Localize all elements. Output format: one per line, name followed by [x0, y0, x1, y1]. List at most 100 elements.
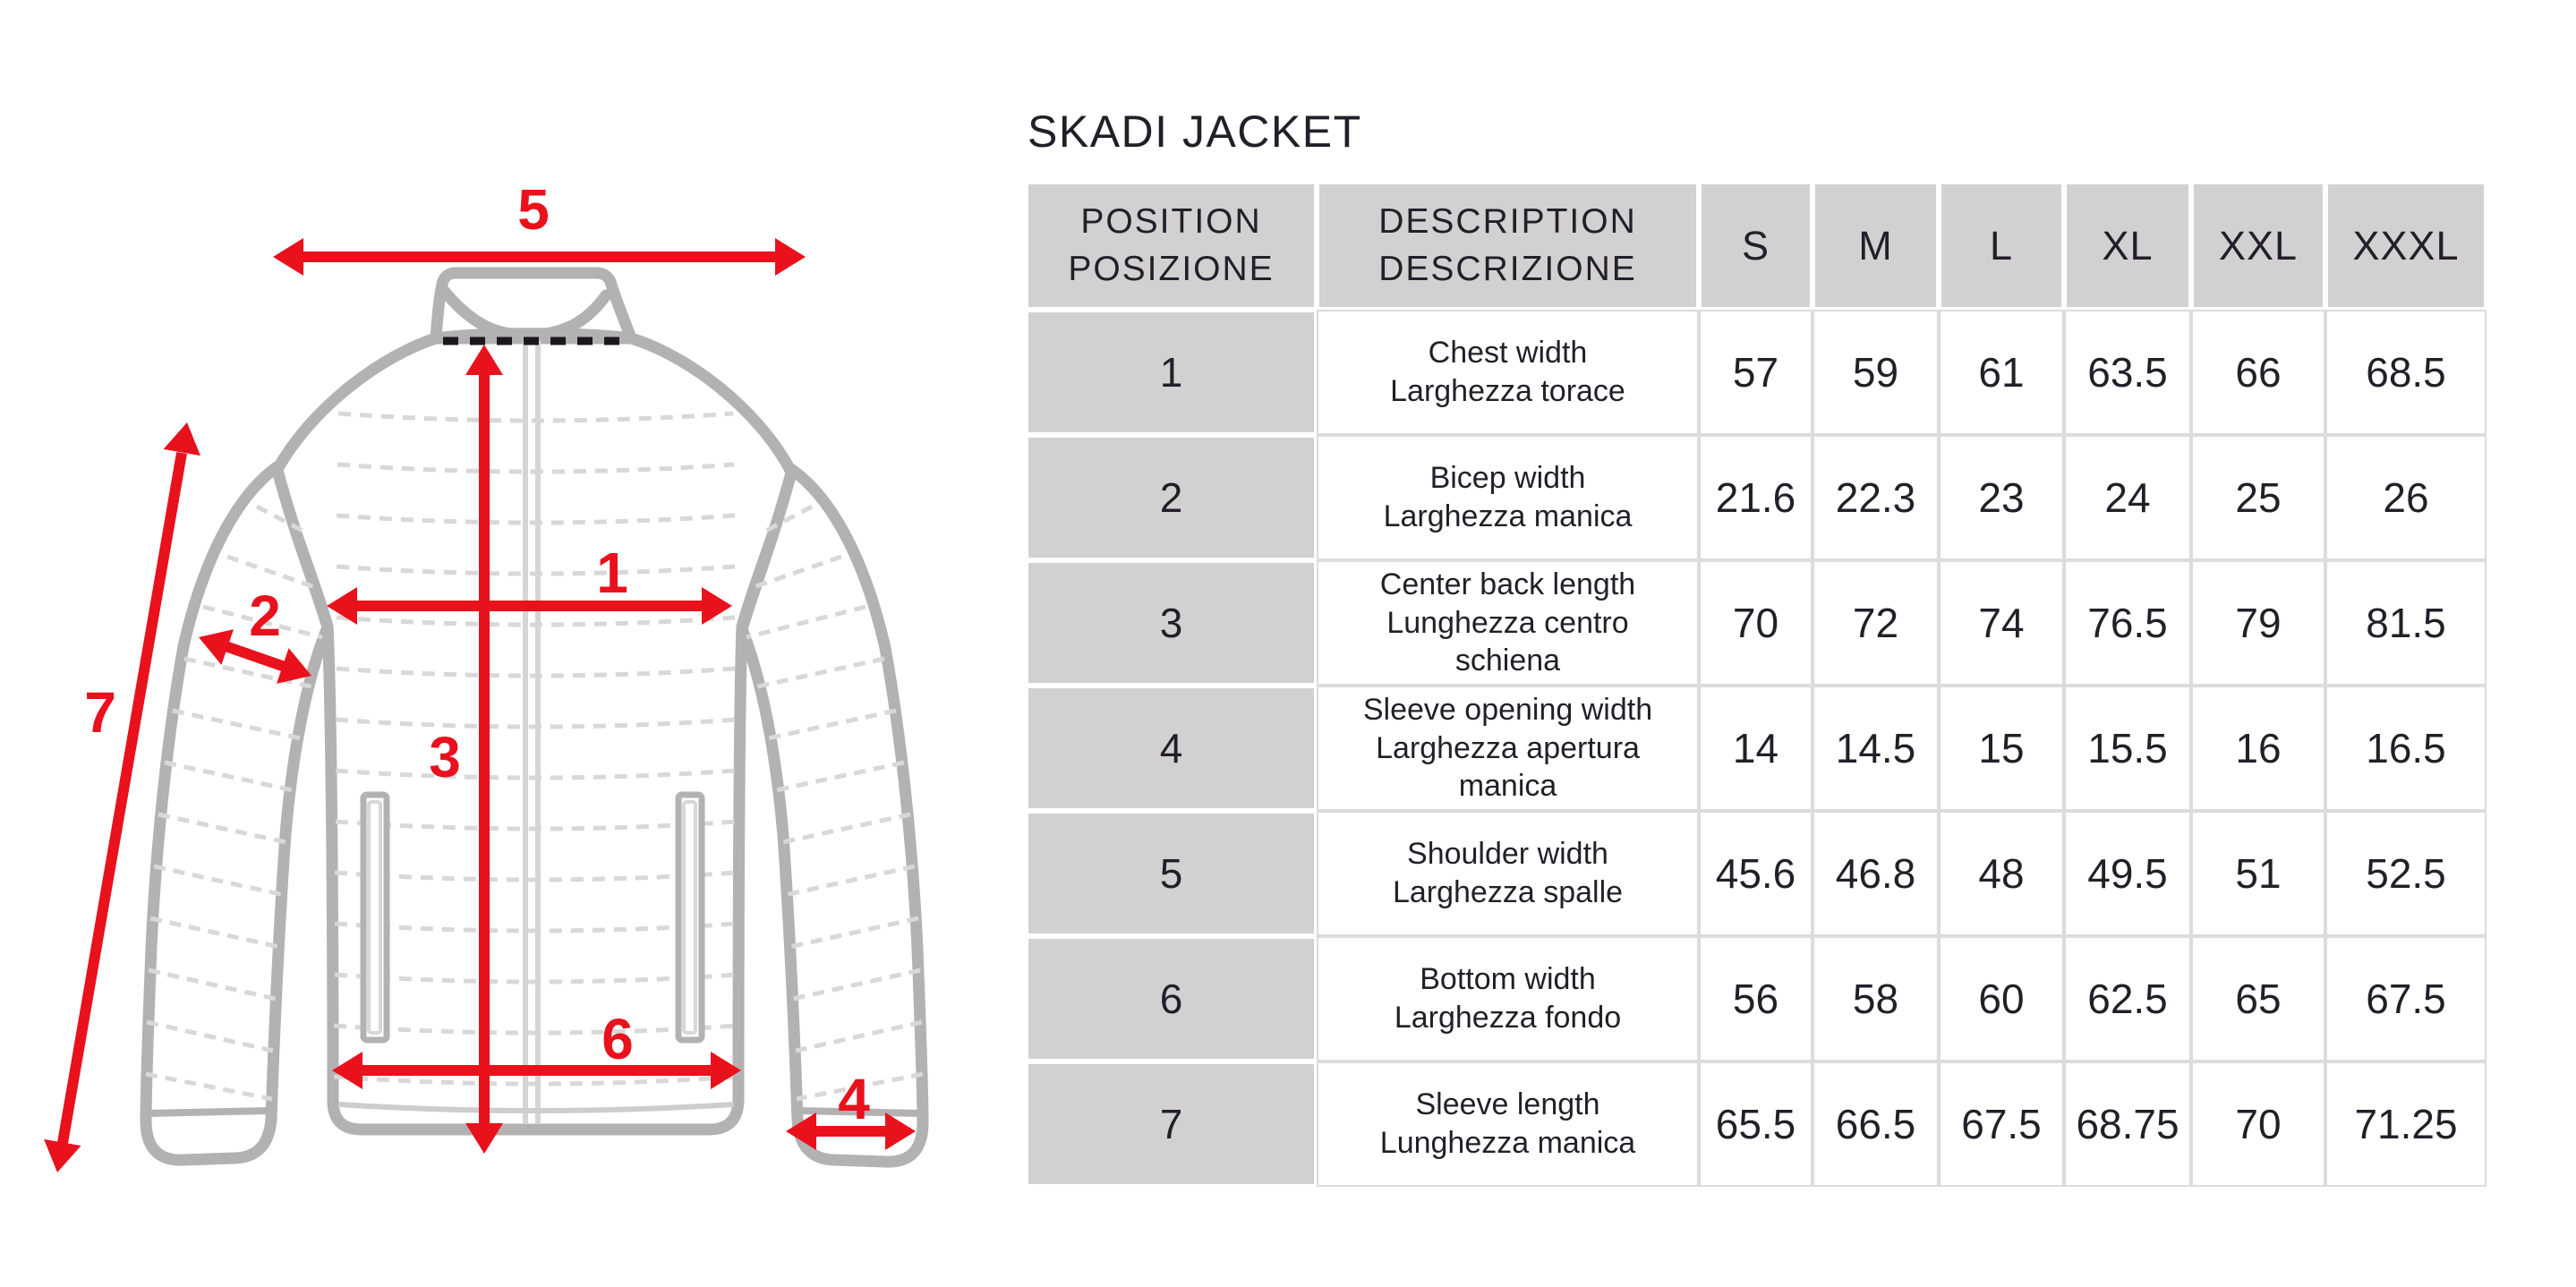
description-en: Bicep width: [1429, 461, 1586, 496]
arrow-4-sleeve-opening-width: [786, 1112, 916, 1150]
table-cell-value: 59: [1813, 310, 1939, 435]
column-header-position: POSITION POSIZIONE: [1026, 182, 1317, 310]
column-header-description: DESCRIPTION DESCRIZIONE: [1317, 182, 1699, 310]
column-header-size: XL: [2064, 182, 2191, 310]
left-sleeve: [140, 461, 334, 1166]
label-1: 1: [596, 541, 628, 605]
table-cell-value: 26: [2325, 435, 2486, 560]
column-header-position-it: POSIZIONE: [1068, 249, 1275, 288]
table-cell-value: 76.5: [2064, 560, 2191, 686]
left-pocket: [360, 791, 390, 1044]
description-it: Larghezza fondo: [1394, 1001, 1622, 1035]
table-cell-value: 14: [1699, 686, 1813, 811]
table-cell-value: 56: [1699, 936, 1813, 1061]
arrow-1-chest-width: [327, 587, 732, 625]
arrow-7-sleeve-length: [44, 422, 200, 1172]
left-cuff-seam: [145, 1107, 273, 1117]
column-header-size: XXXL: [2325, 182, 2486, 310]
zipper: [523, 337, 541, 1124]
table-cell-description: Sleeve length Lunghezza manica: [1317, 1061, 1699, 1187]
table-cell-value: 79: [2191, 560, 2325, 686]
collar: [430, 267, 637, 345]
table-cell-value: 65: [2191, 936, 2325, 1061]
hem-seam: [337, 1102, 735, 1113]
column-header-size: M: [1813, 182, 1939, 310]
column-header-description-en: DESCRIPTION: [1378, 201, 1637, 241]
table-cell-value: 51: [2191, 811, 2325, 936]
right-cuff-seam: [796, 1107, 924, 1117]
table-cell-value: 60: [1939, 936, 2064, 1061]
table-cell-description: Bottom width Larghezza fondo: [1317, 936, 1699, 1061]
label-3: 3: [429, 725, 461, 789]
column-header-size: L: [1939, 182, 2064, 310]
table-cell-value: 48: [1939, 811, 2064, 936]
description-en: Center back length: [1379, 567, 1636, 601]
description-it: Larghezza apertura manica: [1376, 730, 1640, 804]
table-cell-value: 65.5: [1699, 1061, 1813, 1187]
description-it: Lunghezza manica: [1379, 1126, 1636, 1160]
table-cell-value: 70: [2191, 1061, 2325, 1187]
table-cell-value: 67.5: [2325, 936, 2486, 1061]
table-cell-position: 5: [1026, 811, 1317, 936]
table-cell-value: 68.5: [2325, 310, 2486, 435]
table-cell-value: 22.3: [1813, 435, 1939, 560]
right-sleeve: [736, 464, 929, 1168]
arrow-2-bicep-width: [199, 629, 311, 684]
label-5: 5: [517, 177, 550, 242]
table-cell-position: 2: [1026, 435, 1317, 560]
right-pocket: [675, 791, 705, 1044]
table-cell-value: 21.6: [1699, 435, 1813, 560]
column-header-position-en: POSITION: [1080, 201, 1262, 241]
jacket-torso: [270, 332, 798, 1136]
table-cell-position: 6: [1026, 936, 1317, 1061]
table-cell-description: Chest width Larghezza torace: [1317, 310, 1699, 435]
jacket-outline: [270, 332, 798, 1136]
description-it: Larghezza spalle: [1392, 875, 1624, 909]
table-cell-description: Bicep width Larghezza manica: [1317, 435, 1699, 560]
label-6: 6: [601, 1007, 634, 1071]
label-2: 2: [249, 584, 281, 648]
table-cell-value: 49.5: [2064, 811, 2191, 936]
description-en: Sleeve opening width: [1362, 692, 1653, 727]
size-table: POSITION POSIZIONE DESCRIPTION DESCRIZIO…: [1026, 182, 2486, 1187]
sleeve-quilting-lines: [145, 504, 924, 1102]
table-cell-value: 15.5: [2064, 686, 2191, 811]
table-cell-value: 46.8: [1813, 811, 1939, 936]
table-cell-value: 25: [2191, 435, 2325, 560]
measurement-labels: 1 2 3 4 5 6 7: [84, 177, 870, 1131]
description-en: Chest width: [1428, 336, 1588, 371]
table-cell-value: 58: [1813, 936, 1939, 1061]
table-cell-value: 66: [2191, 310, 2325, 435]
table-cell-value: 67.5: [1939, 1061, 2064, 1187]
description-it: Lunghezza centro schiena: [1386, 605, 1629, 678]
sleeves: [140, 461, 929, 1168]
description-en: Sleeve length: [1415, 1087, 1600, 1122]
table-cell-value: 63.5: [2064, 310, 2191, 435]
measurement-arrows: [44, 238, 916, 1172]
description-en: Bottom width: [1420, 962, 1596, 997]
table-cell-value: 72: [1813, 560, 1939, 686]
table-cell-position: 7: [1026, 1061, 1317, 1187]
table-cell-position: 3: [1026, 560, 1317, 686]
table-cell-value: 23: [1939, 435, 2064, 560]
table-cell-value: 15: [1939, 686, 2064, 811]
table-cell-value: 62.5: [2064, 936, 2191, 1061]
table-cell-value: 66.5: [1813, 1061, 1939, 1187]
pockets: [360, 791, 705, 1044]
label-4: 4: [838, 1067, 870, 1131]
table-cell-position: 4: [1026, 686, 1317, 811]
table-cell-value: 74: [1939, 560, 2064, 686]
table-cell-value: 24: [2064, 435, 2191, 560]
table-cell-position: 1: [1026, 310, 1317, 435]
table-cell-description: Center back length Lunghezza centro schie…: [1317, 560, 1699, 686]
arrow-6-bottom-width: [332, 1052, 741, 1089]
table-cell-value: 16.5: [2325, 686, 2486, 811]
arrow-3-center-back-length: [465, 345, 503, 1154]
table-cell-value: 81.5: [2325, 560, 2486, 686]
table-cell-value: 70: [1699, 560, 1813, 686]
table-cell-value: 45.6: [1699, 811, 1813, 936]
table-cell-value: 61: [1939, 310, 2064, 435]
page-title: SKADI JACKET: [1028, 107, 1362, 157]
description-it: Larghezza manica: [1383, 499, 1633, 533]
